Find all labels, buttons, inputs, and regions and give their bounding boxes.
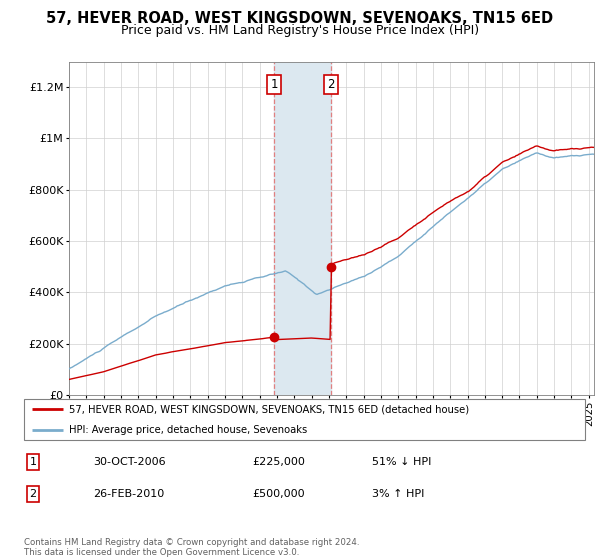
Text: 1: 1 xyxy=(29,457,37,467)
Text: HPI: Average price, detached house, Sevenoaks: HPI: Average price, detached house, Seve… xyxy=(69,424,307,435)
FancyBboxPatch shape xyxy=(24,399,585,440)
Text: £225,000: £225,000 xyxy=(252,457,305,467)
Text: Contains HM Land Registry data © Crown copyright and database right 2024.
This d: Contains HM Land Registry data © Crown c… xyxy=(24,538,359,557)
Text: £500,000: £500,000 xyxy=(252,489,305,499)
Bar xyxy=(274,62,331,395)
Text: 51% ↓ HPI: 51% ↓ HPI xyxy=(372,457,431,467)
Text: 30-OCT-2006: 30-OCT-2006 xyxy=(93,457,166,467)
Text: 26-FEB-2010: 26-FEB-2010 xyxy=(93,489,164,499)
Text: 2: 2 xyxy=(327,78,335,91)
Text: 57, HEVER ROAD, WEST KINGSDOWN, SEVENOAKS, TN15 6ED: 57, HEVER ROAD, WEST KINGSDOWN, SEVENOAK… xyxy=(46,11,554,26)
Text: 57, HEVER ROAD, WEST KINGSDOWN, SEVENOAKS, TN15 6ED (detached house): 57, HEVER ROAD, WEST KINGSDOWN, SEVENOAK… xyxy=(69,404,469,414)
Text: 3% ↑ HPI: 3% ↑ HPI xyxy=(372,489,424,499)
Text: 2: 2 xyxy=(29,489,37,499)
Text: 1: 1 xyxy=(270,78,278,91)
Text: Price paid vs. HM Land Registry's House Price Index (HPI): Price paid vs. HM Land Registry's House … xyxy=(121,24,479,36)
